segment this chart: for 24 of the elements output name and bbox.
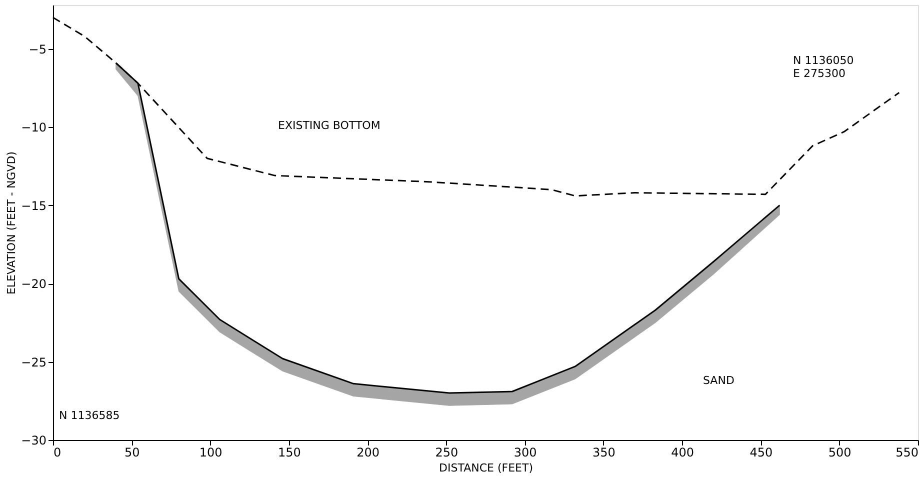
y-tick-label: −15 <box>21 198 46 213</box>
x-tick-label: 250 <box>435 446 458 460</box>
y-tick-label: −10 <box>21 120 46 135</box>
x-tick-label: 0 <box>54 446 62 460</box>
x-tick-label: 200 <box>356 446 380 460</box>
x-axis-title: DISTANCE (FEET) <box>439 462 533 474</box>
y-tick-label: −20 <box>21 277 46 292</box>
x-tick-label: 400 <box>671 446 694 460</box>
y-tick-label: −5 <box>28 42 46 56</box>
y-tick-label: −30 <box>21 434 46 448</box>
x-tick-label: 50 <box>124 446 140 460</box>
y-tick-label: −25 <box>21 355 46 370</box>
x-tick-label: 150 <box>278 446 301 460</box>
x-tick-label: 300 <box>514 446 537 460</box>
x-tick-label: 100 <box>199 446 222 460</box>
x-tick-label: 450 <box>750 446 773 460</box>
annotation: N 1136050 E 275300 <box>793 54 854 80</box>
x-tick-label: 500 <box>828 446 852 460</box>
annotation: SAND <box>703 374 734 387</box>
annotation: N 1136585 <box>59 409 120 422</box>
y-axis-title: ELEVATION (FEET - NGVD) <box>5 151 18 295</box>
annotation: EXISTING BOTTOM <box>278 119 380 132</box>
x-tick-label: 550 <box>896 446 918 460</box>
x-tick-label: 350 <box>592 446 616 460</box>
